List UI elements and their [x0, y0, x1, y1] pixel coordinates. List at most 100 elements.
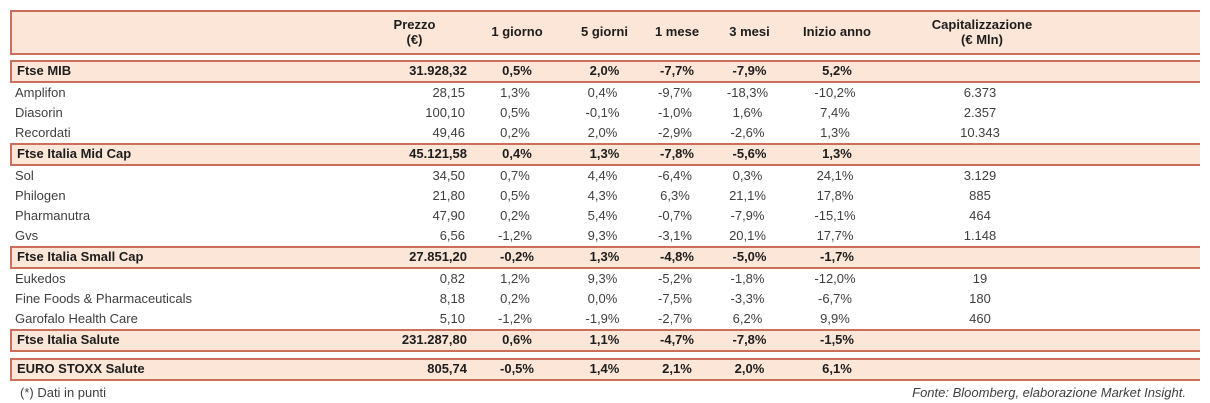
cell-name: Garofalo Health Care — [15, 310, 138, 326]
cell-3-mesi: -18,3% — [726, 84, 769, 100]
cell-prezzo: 5,10 — [439, 310, 465, 326]
cell-name: Ftse Italia Mid Cap — [17, 146, 132, 162]
cell-prezzo: 6,56 — [439, 227, 465, 243]
cell-1-mese: -4,7% — [660, 332, 694, 348]
cell-1-giorno: 0,5% — [500, 104, 530, 120]
cell-1-mese: -6,4% — [658, 167, 692, 183]
cell-prezzo: 31.928,32 — [409, 63, 467, 79]
cell-name: Ftse MIB — [17, 63, 72, 79]
header-5-giorni: 5 giorni — [581, 24, 628, 40]
cell-1-giorno: -0,2% — [500, 249, 534, 265]
cell-5-giorni: 4,3% — [587, 187, 618, 203]
cell-inizio-anno: 5,2% — [822, 63, 852, 79]
index-row-ftse-italia-small-cap: Ftse Italia Small Cap 27.851,20 -0,2% 1,… — [10, 246, 1200, 269]
cell-1-mese: -3,1% — [658, 227, 692, 243]
cell-1-giorno: 0,4% — [502, 146, 532, 162]
cell-5-giorni: -0,1% — [585, 104, 620, 120]
cell-capitalizzazione: 1.148 — [963, 227, 997, 243]
cell-name: Gvs — [15, 227, 39, 243]
cell-1-mese: -4,8% — [660, 249, 694, 265]
header-prezzo: Prezzo (€) — [393, 17, 436, 47]
stock-row-pharmanutra: Pharmanutra 47,90 0,2% 5,4% -0,7% -7,9% … — [10, 206, 1200, 226]
cell-1-mese: -1,0% — [658, 104, 692, 120]
cell-3-mesi: 6,2% — [732, 310, 763, 326]
stock-row-diasorin: Diasorin 100,10 0,5% -0,1% -1,0% 1,6% 7,… — [10, 103, 1200, 123]
cell-name: Recordati — [15, 124, 71, 140]
cell-5-giorni: 0,4% — [587, 84, 618, 100]
cell-1-mese: -7,5% — [658, 290, 692, 306]
cell-1-mese: -2,9% — [658, 124, 692, 140]
cell-prezzo: 49,46 — [432, 124, 465, 140]
cell-1-mese: 6,3% — [660, 187, 690, 203]
cell-capitalizzazione: 2.357 — [963, 104, 997, 120]
table-header-row: Prezzo (€) 1 giorno 5 giorni 1 mese 3 me… — [10, 10, 1200, 55]
cell-name: Sol — [15, 167, 34, 183]
header-1-mese: 1 mese — [654, 24, 700, 40]
cell-prezzo: 45.121,58 — [409, 146, 467, 162]
cell-capitalizzazione: 19 — [972, 270, 988, 286]
header-capitalizzazione: Capitalizzazione (€ Mln) — [931, 17, 1033, 47]
stock-row-eukedos: Eukedos 0,82 1,2% 9,3% -5,2% -1,8% -12,0… — [10, 269, 1200, 289]
cell-3-mesi: -1,8% — [730, 270, 765, 286]
cell-name: Eukedos — [15, 270, 66, 286]
cell-1-giorno: 0,7% — [500, 167, 530, 183]
cell-1-giorno: 0,2% — [500, 290, 530, 306]
cell-prezzo: 47,90 — [432, 207, 465, 223]
cell-1-giorno: 0,5% — [500, 187, 530, 203]
cell-1-giorno: 0,2% — [500, 207, 530, 223]
cell-name: Fine Foods & Pharmaceuticals — [15, 290, 193, 306]
cell-inizio-anno: -10,2% — [814, 84, 856, 100]
cell-prezzo: 27.851,20 — [409, 249, 467, 265]
cell-name: Ftse Italia Salute — [17, 332, 120, 348]
table-footer: (*) Dati in punti Fonte: Bloomberg, elab… — [10, 381, 1200, 400]
cell-1-giorno: -1,2% — [498, 310, 532, 326]
cell-prezzo: 28,15 — [432, 84, 465, 100]
cell-inizio-anno: -12,0% — [814, 270, 856, 286]
stock-row-garofalo: Garofalo Health Care 5,10 -1,2% -1,9% -2… — [10, 309, 1200, 329]
cell-prezzo: 0,82 — [439, 270, 465, 286]
cell-prezzo: 100,10 — [425, 104, 465, 120]
cell-inizio-anno: -1,7% — [820, 249, 854, 265]
cell-capitalizzazione: 464 — [969, 207, 991, 223]
cell-5-giorni: 9,3% — [587, 227, 618, 243]
cell-5-giorni: 9,3% — [587, 270, 618, 286]
cell-inizio-anno: 7,4% — [820, 104, 850, 120]
index-row-ftse-italia-mid-cap: Ftse Italia Mid Cap 45.121,58 0,4% 1,3% … — [10, 143, 1200, 166]
cell-3-mesi: -2,6% — [730, 124, 765, 140]
header-1-giorno: 1 giorno — [491, 24, 543, 40]
index-row-ftse-italia-salute: Ftse Italia Salute 231.287,80 0,6% 1,1% … — [10, 329, 1200, 352]
cell-5-giorni: 1,1% — [589, 332, 620, 348]
cell-capitalizzazione: 6.373 — [963, 84, 997, 100]
cell-1-mese: -5,2% — [658, 270, 692, 286]
header-3-mesi: 3 mesi — [729, 24, 770, 40]
cell-5-giorni: 1,3% — [589, 146, 620, 162]
cell-3-mesi: 20,1% — [729, 227, 766, 243]
cell-3-mesi: -7,9% — [730, 207, 765, 223]
cell-3-mesi: 1,6% — [732, 104, 763, 120]
cell-1-giorno: 1,2% — [500, 270, 530, 286]
cell-3-mesi: -5,6% — [732, 146, 767, 162]
cell-inizio-anno: 1,3% — [822, 146, 852, 162]
cell-3-mesi: -7,8% — [732, 332, 767, 348]
cell-name: Amplifon — [15, 84, 66, 100]
cell-name: EURO STOXX Salute — [17, 361, 145, 377]
cell-5-giorni: 4,4% — [587, 167, 618, 183]
cell-5-giorni: 1,4% — [589, 361, 620, 377]
cell-3-mesi: -5,0% — [732, 249, 767, 265]
cell-1-mese: -7,7% — [660, 63, 694, 79]
cell-capitalizzazione: 3.129 — [963, 167, 997, 183]
cell-inizio-anno: 9,9% — [820, 310, 850, 326]
cell-3-mesi: -7,9% — [732, 63, 767, 79]
cell-1-giorno: 0,5% — [502, 63, 532, 79]
cell-name: Ftse Italia Small Cap — [17, 249, 144, 265]
source-attribution: Fonte: Bloomberg, elaborazione Market In… — [912, 385, 1186, 400]
cell-1-giorno: -0,5% — [500, 361, 534, 377]
cell-1-mese: -7,8% — [660, 146, 694, 162]
index-row-euro-stoxx-salute: EURO STOXX Salute 805,74 -0,5% 1,4% 2,1%… — [10, 358, 1200, 381]
cell-prezzo: 21,80 — [432, 187, 465, 203]
cell-inizio-anno: 6,1% — [822, 361, 852, 377]
cell-5-giorni: 2,0% — [589, 63, 620, 79]
stock-row-fine-foods: Fine Foods & Pharmaceuticals 8,18 0,2% 0… — [10, 289, 1200, 309]
cell-1-mese: -0,7% — [658, 207, 692, 223]
cell-inizio-anno: -15,1% — [814, 207, 856, 223]
